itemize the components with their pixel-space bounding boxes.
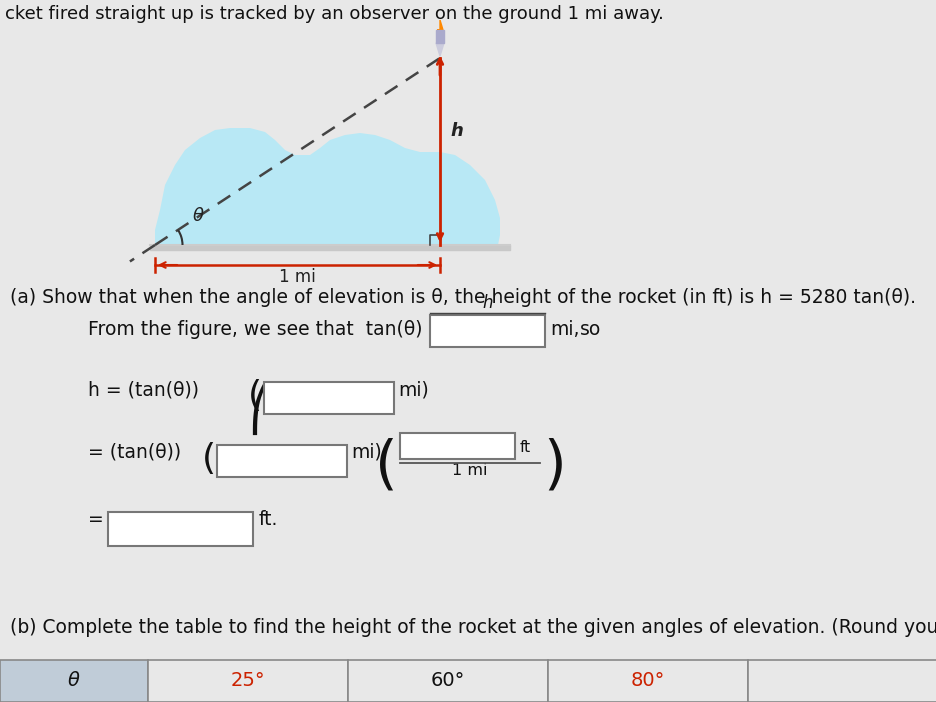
- Text: (: (: [374, 437, 397, 494]
- Text: 1 mi: 1 mi: [452, 463, 488, 478]
- Text: 25°: 25°: [230, 672, 265, 691]
- Text: =: =: [88, 510, 104, 529]
- Text: so: so: [579, 320, 601, 339]
- FancyBboxPatch shape: [400, 433, 515, 459]
- Text: mi): mi): [398, 380, 429, 399]
- Text: 60°: 60°: [431, 672, 464, 691]
- Text: θ: θ: [68, 672, 80, 691]
- Bar: [0, 280, 936, 620]
- Text: 80°: 80°: [630, 672, 665, 691]
- Text: (a) Show that when the angle of elevation is θ, the height of the rocket (in ft): (a) Show that when the angle of elevatio…: [10, 288, 915, 307]
- Text: (: (: [248, 379, 262, 413]
- Text: h: h: [449, 123, 462, 140]
- Text: cket fired straight up is tracked by an observer on the ground 1 mi away.: cket fired straight up is tracked by an …: [5, 5, 664, 23]
- Bar: [347, 660, 548, 702]
- Bar: [548, 660, 747, 702]
- Text: h = (tan(θ)): h = (tan(θ)): [88, 380, 198, 399]
- Text: h: h: [482, 294, 492, 312]
- Text: From the figure, we see that  tan(θ) =: From the figure, we see that tan(θ) =: [88, 320, 444, 339]
- Text: ⎛: ⎛: [248, 382, 270, 435]
- Text: 1 mi: 1 mi: [279, 268, 315, 286]
- Text: mi,: mi,: [549, 320, 578, 339]
- Text: mi): mi): [351, 443, 381, 462]
- Polygon shape: [436, 20, 443, 30]
- Text: ft: ft: [519, 440, 531, 455]
- Text: = (tan(θ)): = (tan(θ)): [88, 443, 181, 462]
- Bar: [0, 660, 148, 702]
- Polygon shape: [435, 30, 444, 43]
- Polygon shape: [435, 43, 444, 56]
- FancyBboxPatch shape: [430, 315, 545, 347]
- Text: ft.: ft.: [258, 510, 278, 529]
- Text: (b) Complete the table to find the height of the rocket at the given angles of e: (b) Complete the table to find the heigh…: [10, 618, 936, 637]
- FancyBboxPatch shape: [108, 512, 253, 546]
- Polygon shape: [154, 128, 500, 245]
- FancyBboxPatch shape: [217, 445, 346, 477]
- Bar: [747, 660, 936, 702]
- Text: ): ): [543, 437, 565, 494]
- Text: (: (: [202, 442, 216, 476]
- FancyBboxPatch shape: [264, 382, 393, 414]
- Bar: [148, 660, 347, 702]
- Text: θ: θ: [193, 207, 204, 225]
